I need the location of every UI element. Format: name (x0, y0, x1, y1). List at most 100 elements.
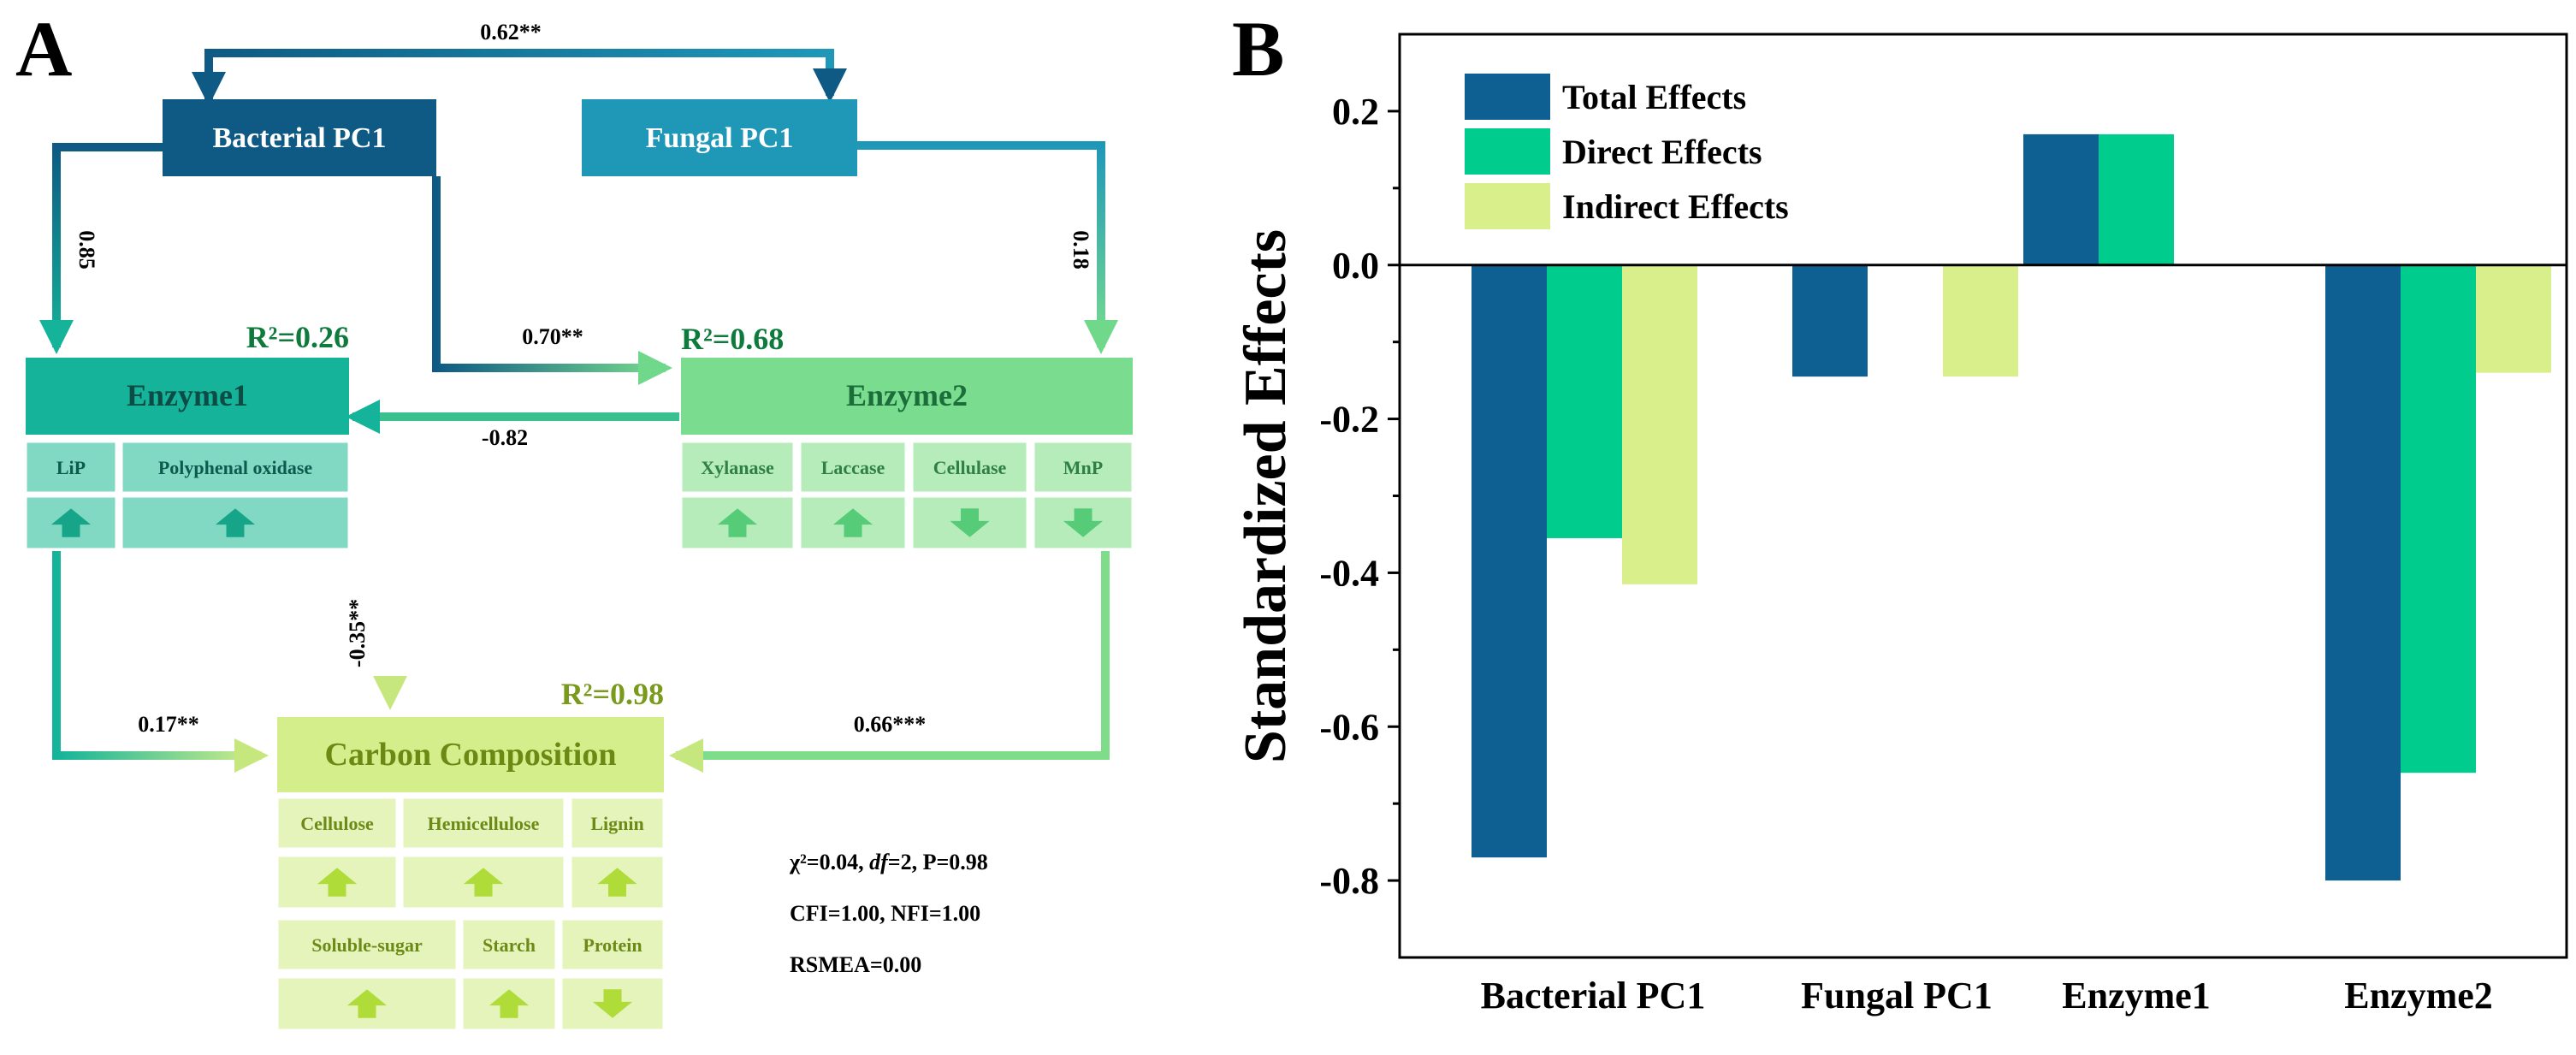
carbon-item-label: Hemicellulose (428, 813, 540, 834)
carbon-item-cell (275, 917, 459, 972)
enzyme2-item-label: Laccase (821, 457, 885, 478)
carbon-item-label: Cellulose (300, 813, 374, 834)
path-bacterial-enzyme1 (39, 143, 163, 354)
path-bacterial-enzyme2 (432, 176, 672, 385)
y-tick-label: -0.6 (1319, 706, 1379, 748)
coef-enzyme2-enzyme1: -0.82 (482, 425, 528, 450)
arrow-up-icon (50, 508, 92, 537)
carbon-item-label: Starch (483, 934, 536, 956)
arrow-up-icon (717, 508, 758, 537)
bar-indirect-effects-enzyme2 (2476, 264, 2551, 373)
node-fungal-box (582, 99, 857, 176)
enzyme2-item-label: Xylanase (701, 457, 774, 478)
chart-axes: -0.8 -0.6 -0.4 -0.2 0.0 0.2 Bacterial PC1 Funga… (1319, 33, 2568, 1016)
panel-label-a: A (15, 5, 72, 92)
r2-enzyme1: R²=0.26 (246, 320, 349, 354)
enzyme1-item-label: Polyphenal oxidase (158, 457, 313, 478)
arrow-up-icon (597, 868, 637, 897)
y-tick-label: 0.2 (1332, 91, 1379, 133)
node-carbon-box (277, 717, 664, 792)
node-enzyme1-label: Enzyme1 (127, 378, 248, 412)
bar-total-effects-fungal-pc1 (1792, 264, 1868, 377)
coef-fungal-enzyme2: 0.18 (1069, 230, 1093, 270)
enzyme1-items: LiP Polyphenal oxidase (24, 440, 351, 551)
legend-swatch (1465, 74, 1550, 120)
carbon-item-cell (400, 796, 566, 851)
enzyme2-item-cell (798, 440, 908, 495)
path-fungal-enzyme2 (857, 141, 1118, 354)
enzyme1-item-cell (24, 440, 118, 495)
carbon-item-label: Protein (583, 934, 642, 956)
enzyme1-item-label: LiP (56, 457, 86, 478)
carbon-item-label: Lignin (590, 813, 643, 834)
enzyme1-item-cell (120, 440, 351, 495)
carbon-item-cell (275, 796, 399, 851)
panel-label-b: B (1232, 5, 1284, 92)
legend-label: Indirect Effects (1562, 187, 1789, 226)
sem-diagram: A 0.62** 0.85 0.18 0.70** -0.82 -0.35** (15, 5, 1134, 1032)
arrow-down-icon (1063, 508, 1104, 537)
arrow-up-icon (463, 868, 504, 897)
node-enzyme1-box (26, 358, 349, 435)
coef-bact-enzyme2: 0.70** (522, 324, 583, 349)
r2-carbon: R²=0.98 (561, 677, 664, 711)
node-enzyme2-label: Enzyme2 (846, 378, 968, 412)
coef-bact-enzyme1: 0.85 (74, 230, 99, 270)
enzyme2-items: Xylanase Laccase Cellulase MnP (679, 440, 1134, 551)
path-enzyme1-carbon (52, 551, 269, 773)
y-tick-label: 0.0 (1332, 245, 1379, 287)
legend-swatch (1465, 183, 1550, 229)
y-tick-label: -0.2 (1319, 399, 1379, 441)
bar-direct-effects-bacterial-pc1 (1547, 264, 1622, 538)
carbon-items: Cellulose Hemicellulose Lignin Soluble-suga… (275, 796, 666, 1032)
enzyme2-item-cell (1032, 440, 1134, 495)
arrow-down-icon (592, 989, 633, 1018)
carbon-item-label: Soluble-sugar (311, 934, 423, 956)
legend-label: Total Effects (1562, 78, 1746, 116)
bar-direct-effects-enzyme2 (2401, 264, 2476, 773)
enzyme2-item-cell (910, 440, 1029, 495)
arrow-up-icon (215, 508, 256, 537)
r2-enzyme2: R²=0.68 (681, 322, 784, 356)
arrow-up-icon (346, 989, 388, 1018)
bar-marks (1472, 133, 2551, 881)
fit-chi-square: χ²=0.04, df=2, P=0.98 (789, 850, 988, 874)
enzyme2-item-label: MnP (1063, 457, 1103, 478)
arrow-up-icon (832, 508, 873, 537)
x-tick-label: Enzyme2 (2344, 975, 2493, 1016)
coef-enzyme2-carbon: 0.66*** (854, 712, 927, 737)
bar-total-effects-bacterial-pc1 (1472, 264, 1547, 858)
coef-enzyme1-carbon: 0.17** (138, 712, 199, 737)
enzyme2-item-label: Cellulase (933, 457, 1007, 478)
bar-total-effects-enzyme1 (2023, 133, 2099, 265)
y-axis-label: Standardized Effects (1233, 229, 1299, 763)
coef-bact-carbon: -0.35** (345, 599, 370, 667)
node-carbon-label: Carbon Composition (325, 737, 617, 773)
chart-legend: Total Effects Direct Effects Indirect Effe… (1465, 74, 1789, 229)
node-enzyme2-box (681, 358, 1133, 435)
x-tick-label: Fungal PC1 (1801, 975, 1993, 1016)
fit-rsmea: RSMEA=0.00 (790, 952, 921, 977)
y-tick-label: -0.8 (1319, 860, 1379, 902)
carbon-item-cell (569, 796, 666, 851)
fit-cfi-nfi: CFI=1.00, NFI=1.00 (790, 901, 980, 926)
carbon-item-cell (560, 917, 666, 972)
effects-chart: B Standardized Effects -0.8 -0.6 -0.4 -0.2 0… (1232, 5, 2568, 1016)
x-tick-label: Enzyme1 (2062, 975, 2211, 1016)
arrow-down-icon (950, 508, 990, 537)
coef-bact-fungal: 0.62** (480, 20, 542, 44)
y-tick-label: -0.4 (1319, 552, 1379, 594)
node-fungal-label: Fungal PC1 (646, 122, 794, 154)
arrow-up-icon (317, 868, 358, 897)
carbon-item-cell (460, 917, 558, 972)
legend-swatch (1465, 128, 1550, 175)
bar-indirect-effects-bacterial-pc1 (1622, 264, 1697, 584)
arrow-up-icon (489, 989, 530, 1018)
bar-indirect-effects-fungal-pc1 (1943, 264, 2018, 377)
bar-total-effects-enzyme2 (2325, 264, 2401, 881)
node-bacterial-label: Bacterial PC1 (213, 122, 387, 154)
bar-direct-effects-enzyme1 (2099, 133, 2174, 265)
path-bacterial-fungal (192, 49, 847, 106)
legend-label: Direct Effects (1562, 133, 1762, 171)
path-enzyme2-carbon (669, 551, 1110, 773)
